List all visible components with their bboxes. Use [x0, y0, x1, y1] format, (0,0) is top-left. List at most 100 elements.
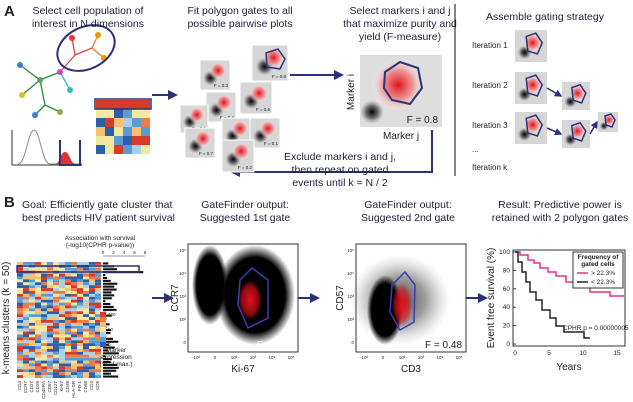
- heat-cell: [23, 322, 29, 326]
- heat-cell: [65, 354, 71, 358]
- heat-cell: [17, 302, 23, 306]
- y-tick-label: 10⁵: [347, 248, 354, 253]
- heat-cell: [29, 311, 35, 315]
- heat-cell: [77, 299, 83, 303]
- marker-label: CD45RA: [41, 381, 46, 399]
- heat-cell: [47, 320, 53, 323]
- heat-cell: [95, 340, 101, 344]
- heat-cell: [29, 325, 35, 329]
- heat-cell: [41, 340, 47, 344]
- heat-cell: [123, 109, 132, 118]
- heat-cell: [17, 293, 23, 297]
- assoc-bar: [103, 288, 117, 291]
- shape: [74, 47, 93, 56]
- heat-cell: [83, 360, 89, 364]
- assoc-bar: [103, 375, 119, 378]
- shape: [59, 140, 81, 166]
- heat-cell: [53, 366, 59, 370]
- heat-cell: [23, 351, 29, 355]
- heat-cell: [35, 354, 41, 358]
- heat-cell: [77, 285, 83, 289]
- heat-cell: [29, 305, 35, 309]
- gate-score: F = 0.1: [264, 141, 279, 146]
- y-tick-label: 10³: [179, 294, 186, 299]
- heat-cell: [71, 302, 77, 306]
- heat-cell: [17, 291, 23, 294]
- heat-cell: [59, 346, 65, 349]
- heat-cell: [41, 267, 47, 271]
- heat-cell: [71, 346, 77, 349]
- heat-cell: [59, 320, 65, 323]
- heat-cell: [53, 279, 59, 283]
- heat-cell: [77, 279, 83, 283]
- gate: [525, 32, 544, 55]
- label: Marker i: [346, 74, 357, 110]
- heat-cell: [47, 351, 53, 355]
- heat-cell: [95, 343, 101, 347]
- heat-cell: [95, 267, 101, 271]
- heat-cell: [23, 328, 29, 332]
- heat-cell: [35, 346, 41, 349]
- heat-cell: [95, 293, 101, 297]
- heat-cell: [65, 305, 71, 309]
- heat-cell: [71, 293, 77, 297]
- assoc-bar: [103, 372, 112, 375]
- heat-cell: [65, 351, 71, 355]
- heat-cell: [35, 349, 41, 352]
- label: Fit polygon gates to all: [187, 5, 292, 17]
- heat-cell: [23, 320, 29, 323]
- heat-cell: [95, 288, 101, 291]
- heat-cell: [47, 343, 53, 347]
- heat-cell: [89, 328, 95, 332]
- heat-cell: [53, 296, 59, 300]
- heat-cell: [35, 328, 41, 332]
- heat-cell: [65, 299, 71, 303]
- heat-cell: [89, 369, 95, 373]
- heat-cell: [141, 109, 150, 118]
- heat-cell: [29, 288, 35, 291]
- heat-cell: [53, 285, 59, 289]
- heat-cell: [77, 331, 83, 335]
- heat-cell: [35, 325, 41, 329]
- heat-cell: [41, 337, 47, 341]
- heat-cell: [29, 322, 35, 326]
- heat-cell: [41, 322, 47, 326]
- heat-cell: [59, 308, 65, 312]
- heat-cell: [83, 285, 89, 289]
- heat-cell: [59, 305, 65, 309]
- assoc-bar: [103, 340, 119, 343]
- heat-cell: [83, 331, 89, 335]
- y-tick-label: 0: [506, 341, 510, 348]
- label: GateFinder output:: [201, 199, 289, 211]
- label: Years: [556, 362, 581, 373]
- heat-cell: [65, 282, 71, 286]
- svg-text:Association with survival(-log: Association with survival (-log10(CPHR p-…: [65, 235, 136, 249]
- heat-cell: [17, 351, 23, 355]
- heat-cell: [17, 375, 23, 378]
- heat-cell: [41, 305, 47, 309]
- heat-cell: [17, 349, 23, 352]
- heat-cell: [53, 282, 59, 286]
- target-blob: [215, 93, 233, 112]
- heat-cell: [123, 118, 132, 127]
- heat-cell: [47, 299, 53, 303]
- heat-cell: [65, 337, 71, 341]
- shape: [360, 100, 384, 124]
- assoc-bar: [103, 369, 117, 372]
- heat-cell: [114, 136, 123, 145]
- heat-cell: [23, 276, 29, 280]
- heat-cell: [65, 325, 71, 329]
- label: best predicts HIV patient survival: [22, 212, 175, 224]
- heat-cell: [77, 311, 83, 315]
- label: (% of max.): [99, 361, 132, 368]
- heat-cell: [17, 343, 23, 347]
- legend-swatch: [100, 342, 106, 347]
- iteration-label: Iteration k: [472, 163, 508, 172]
- heat-cell: [95, 337, 101, 341]
- y-tick-label: 10²: [347, 317, 354, 322]
- heat-cell: [83, 349, 89, 352]
- assoc-bar: [103, 268, 118, 271]
- assoc-bar: [103, 285, 115, 288]
